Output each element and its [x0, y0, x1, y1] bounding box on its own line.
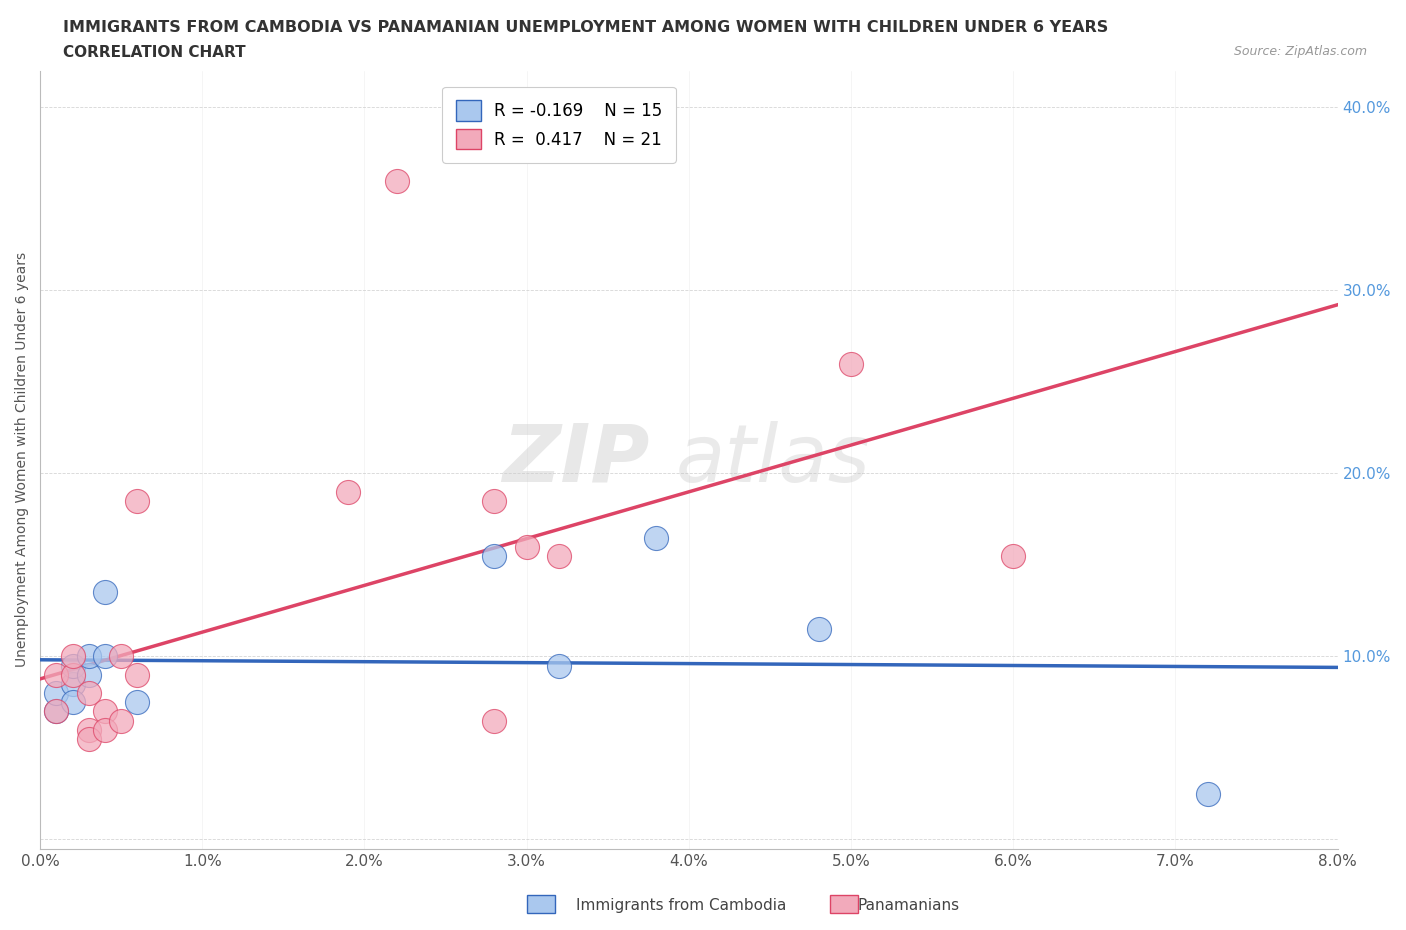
Point: [62, 668, 84, 683]
Point: [77, 685, 100, 700]
Point: [516, 539, 538, 554]
Point: [484, 713, 506, 728]
Text: Source: ZipAtlas.com: Source: ZipAtlas.com: [1233, 45, 1367, 58]
Point: [94, 585, 117, 600]
Point: [62, 658, 84, 673]
Point: [385, 173, 408, 188]
Point: [484, 494, 506, 509]
Point: [337, 485, 360, 499]
Point: [45, 685, 67, 700]
Text: Panamanians: Panamanians: [858, 898, 960, 913]
Point: [62, 649, 84, 664]
Point: [77, 723, 100, 737]
Legend: R = -0.169    N = 15, R =  0.417    N = 21: R = -0.169 N = 15, R = 0.417 N = 21: [443, 86, 676, 163]
Point: [127, 695, 149, 710]
Point: [1197, 786, 1219, 801]
Point: [45, 668, 67, 683]
Point: [62, 695, 84, 710]
Point: [77, 668, 100, 683]
Point: [548, 549, 571, 564]
Point: [77, 731, 100, 746]
Point: [484, 549, 506, 564]
Point: [645, 530, 668, 545]
Point: [807, 621, 830, 636]
Point: [110, 649, 132, 664]
Point: [127, 494, 149, 509]
Point: [77, 649, 100, 664]
Point: [548, 658, 571, 673]
Point: [110, 713, 132, 728]
Point: [94, 704, 117, 719]
Text: atlas: atlas: [676, 420, 870, 498]
Text: Immigrants from Cambodia: Immigrants from Cambodia: [576, 898, 787, 913]
Text: CORRELATION CHART: CORRELATION CHART: [63, 45, 246, 60]
Point: [839, 356, 862, 371]
Point: [94, 649, 117, 664]
Text: ZIP: ZIP: [502, 420, 650, 498]
Point: [127, 668, 149, 683]
Point: [1002, 549, 1025, 564]
Point: [94, 723, 117, 737]
Point: [62, 676, 84, 691]
Point: [45, 704, 67, 719]
Text: IMMIGRANTS FROM CAMBODIA VS PANAMANIAN UNEMPLOYMENT AMONG WOMEN WITH CHILDREN UN: IMMIGRANTS FROM CAMBODIA VS PANAMANIAN U…: [63, 20, 1108, 35]
Y-axis label: Unemployment Among Women with Children Under 6 years: Unemployment Among Women with Children U…: [15, 252, 30, 668]
Point: [45, 704, 67, 719]
